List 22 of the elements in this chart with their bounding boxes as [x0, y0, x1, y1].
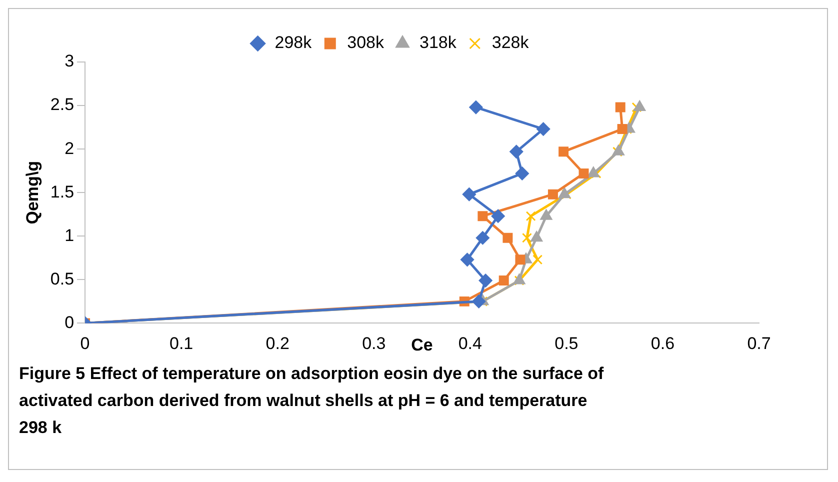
legend-label: 298k [274, 33, 312, 52]
text: Figure 5 Effect of temperature on adsorption eosin dye on the surface of activated carbon derived from walnut shells at pH = 6 and temperature 298 k [19, 363, 605, 439]
y-tick-label: 3 [64, 52, 74, 71]
x-axis-title: Ce [411, 335, 433, 354]
legend-label: 318k [420, 33, 457, 52]
y-tick-label: 0 [64, 312, 74, 332]
legend-label: 308k [347, 33, 384, 52]
y-tick-label: 2 [64, 138, 74, 158]
y-tick-label: 2.5 [50, 95, 74, 114]
y-tick-label: 1 [64, 226, 74, 245]
y-axis-title: Qemg\g [22, 160, 42, 224]
x-tick-label: 0 [80, 334, 90, 354]
x-tick-label: 0.1 [169, 334, 194, 354]
x-tick-label: 0.2 [266, 334, 290, 354]
legend-label: 328k [492, 33, 530, 52]
y-tick-label: 0.5 [50, 269, 74, 288]
x-tick-label: 0.5 [554, 334, 578, 354]
x-tick-label: 0.6 [650, 334, 675, 354]
x-tick-label: 0.7 [747, 334, 771, 354]
y-tick-label: 1.5 [50, 182, 74, 202]
x-tick-label: 0.3 [362, 334, 386, 354]
x-tick-label: 0.4 [458, 334, 482, 354]
